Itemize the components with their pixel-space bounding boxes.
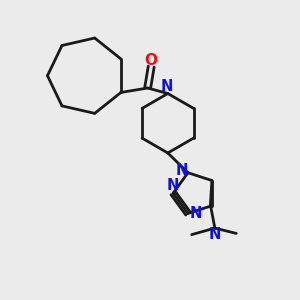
Text: N: N — [167, 178, 179, 193]
Text: N: N — [160, 79, 173, 94]
Text: N: N — [175, 163, 188, 178]
Text: N: N — [189, 206, 202, 221]
Text: N: N — [209, 227, 221, 242]
Text: O: O — [145, 52, 158, 68]
